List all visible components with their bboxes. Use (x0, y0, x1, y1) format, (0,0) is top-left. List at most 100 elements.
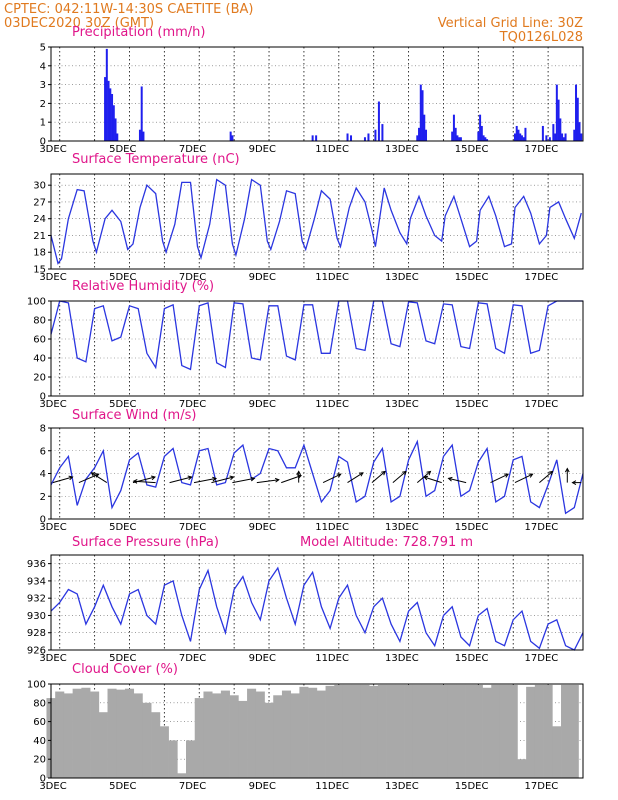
bar-precip (451, 131, 454, 141)
xtick-wind: 17DEC (525, 522, 559, 533)
xtick-precip: 17DEC (525, 144, 559, 155)
bar-precip (575, 84, 578, 141)
bar-cloud (194, 698, 204, 778)
bar-precip (114, 118, 117, 141)
panel-pres: Surface Pressure (hPa) Model Altitude: 72… (27, 535, 584, 664)
xtick-temp: 11DEC (315, 272, 349, 283)
bar-precip (311, 135, 314, 141)
bar-precip (520, 135, 523, 141)
wind-vector-head (402, 470, 407, 476)
panel-cloud: Cloud Cover (%) 0 20 40 60 80 100 3DEC 5DEC 7DEC 9… (27, 662, 584, 792)
bar-precip (524, 127, 527, 141)
bar-cloud (473, 684, 483, 778)
bar-precip (419, 84, 422, 141)
bar-cloud (229, 695, 239, 778)
xtick-pres: 15DEC (455, 653, 489, 664)
bar-cloud (55, 691, 65, 778)
wind-vector (91, 472, 108, 484)
bar-precip (459, 137, 462, 141)
bar-cloud (98, 712, 108, 778)
bar-precip (105, 48, 108, 141)
ytick-temp: 24 (33, 214, 46, 225)
wind-vector-head (296, 470, 302, 476)
wind-vector-head (150, 475, 156, 481)
bar-precip (541, 125, 544, 141)
ytick-cloud: 40 (33, 736, 46, 747)
bar-cloud (316, 690, 326, 778)
bar-precip (140, 86, 143, 141)
title-wind: Surface Wind (m/s) (72, 408, 196, 423)
xtick-precip: 15DEC (455, 144, 489, 155)
wind-vector (232, 477, 255, 484)
bar-precip (562, 137, 565, 141)
bar-precip (576, 97, 579, 141)
wind-vector-head (132, 479, 138, 484)
bar-precip (486, 139, 489, 141)
bar-cloud (299, 686, 309, 778)
ytick-temp: 21 (33, 231, 46, 242)
xtick-precip: 9DEC (249, 144, 276, 155)
bar-precip (564, 133, 567, 141)
bar-cloud (124, 688, 135, 778)
bar-precip (545, 135, 548, 141)
wind-vector (448, 477, 467, 484)
ytick-cloud: 80 (33, 698, 46, 709)
bar-cloud (569, 684, 579, 778)
frame-cloud (50, 683, 584, 779)
xtick-pres: 13DEC (385, 653, 419, 664)
ytick-rh: 60 (33, 335, 46, 346)
bar-precip (109, 88, 112, 141)
frame-precip (50, 46, 584, 142)
series-wind (50, 439, 584, 515)
frame-rh (50, 300, 584, 397)
xtick-cloud: 15DEC (455, 781, 489, 792)
bar-cloud (203, 691, 213, 778)
ytick-temp: 30 (33, 181, 46, 192)
bar-cloud (290, 693, 300, 778)
bar-cloud (351, 684, 361, 778)
bar-cloud (264, 702, 274, 778)
xtick-precip: 7DEC (179, 144, 206, 155)
bar-precip (554, 133, 557, 141)
bar-precip (315, 135, 318, 141)
bar-precip (421, 90, 424, 141)
bar-precip (229, 131, 232, 141)
frame-pres (50, 554, 584, 651)
bar-precip (522, 137, 525, 141)
bar-precip (519, 133, 522, 141)
xtick-pres: 3DEC (39, 653, 66, 664)
xtick-temp: 15DEC (455, 272, 489, 283)
bar-precip (416, 135, 419, 141)
xtick-wind: 11DEC (315, 522, 349, 533)
ytick-precip: 2 (40, 99, 46, 110)
xtick-rh: 15DEC (455, 399, 489, 410)
ytick-cloud: 100 (27, 680, 46, 691)
xtick-cloud: 11DEC (315, 781, 349, 792)
bar-cloud (212, 693, 222, 778)
ytick-pres: 930 (27, 611, 46, 622)
bar-cloud (133, 693, 143, 778)
bar-cloud (186, 740, 196, 778)
bar-precip (116, 133, 119, 141)
xtick-wind: 9DEC (249, 522, 276, 533)
wind-vector-head (528, 473, 534, 478)
header-grid-line: Vertical Grid Line: 30Z (438, 16, 583, 31)
bar-precip (477, 131, 480, 141)
xtick-temp: 7DEC (179, 272, 206, 283)
title-pres: Surface Pressure (hPa) (72, 535, 219, 550)
bar-precip (456, 135, 459, 141)
wind-vector-head (504, 473, 510, 478)
xtick-cloud: 3DEC (39, 781, 66, 792)
wind-vector (539, 471, 553, 483)
bar-cloud (386, 684, 396, 778)
xtick-wind: 15DEC (455, 522, 489, 533)
xtick-pres: 17DEC (525, 653, 559, 664)
wind-vector (52, 476, 73, 484)
bar-cloud (404, 684, 414, 778)
series-temp (50, 178, 582, 265)
ytick-precip: 4 (40, 61, 46, 72)
wind-vector (133, 480, 156, 484)
xtick-wind: 7DEC (179, 522, 206, 533)
xtick-pres: 9DEC (249, 653, 276, 664)
